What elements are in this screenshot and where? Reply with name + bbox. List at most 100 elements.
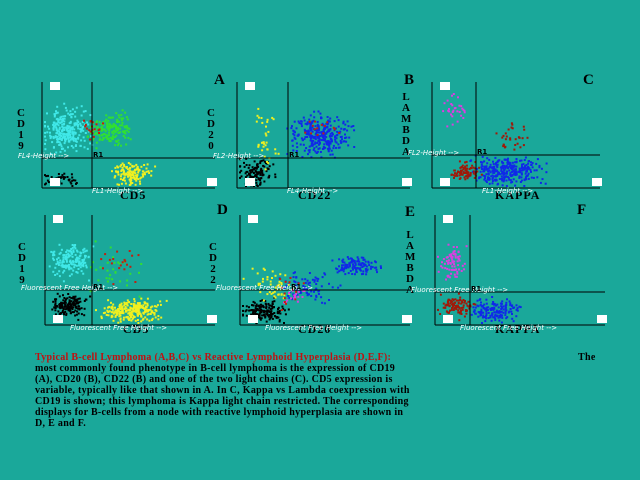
event-dot bbox=[476, 170, 479, 173]
event-dot bbox=[54, 300, 57, 303]
event-dot bbox=[118, 262, 121, 265]
event-dot bbox=[256, 164, 259, 167]
event-dot bbox=[49, 131, 51, 134]
event-dot bbox=[478, 177, 480, 180]
event-dot bbox=[344, 266, 347, 269]
event-dot bbox=[72, 295, 75, 298]
event-dot bbox=[307, 130, 310, 133]
event-dot bbox=[242, 309, 244, 312]
event-dot bbox=[165, 299, 168, 302]
event-dot bbox=[71, 132, 74, 135]
event-dot bbox=[44, 121, 46, 124]
event-dot bbox=[247, 166, 250, 169]
event-dot bbox=[545, 162, 548, 165]
event-dot bbox=[482, 314, 485, 317]
event-dot bbox=[355, 268, 358, 271]
event-dot bbox=[133, 306, 136, 309]
event-dot bbox=[66, 135, 69, 138]
event-dot bbox=[451, 300, 454, 303]
event-dot bbox=[95, 132, 98, 134]
event-dot bbox=[57, 173, 60, 175]
event-dot bbox=[281, 286, 283, 289]
event-dot bbox=[331, 286, 334, 289]
event-dot bbox=[296, 293, 299, 296]
event-dot bbox=[55, 112, 58, 115]
event-dot bbox=[254, 175, 257, 177]
event-dot bbox=[502, 161, 505, 164]
y-axis-label: CD19 bbox=[17, 107, 25, 152]
event-dot bbox=[505, 164, 508, 167]
event-dot bbox=[322, 124, 325, 127]
event-dot bbox=[322, 145, 325, 148]
event-dot bbox=[61, 261, 64, 264]
event-dot bbox=[56, 117, 59, 120]
event-dot bbox=[123, 301, 126, 304]
event-dot bbox=[129, 265, 132, 268]
event-dot bbox=[375, 268, 378, 271]
event-dot bbox=[277, 293, 280, 296]
event-dot bbox=[256, 313, 259, 316]
event-dot bbox=[485, 312, 488, 315]
event-dot bbox=[459, 312, 462, 315]
event-dot bbox=[155, 305, 158, 308]
event-dot bbox=[131, 164, 134, 167]
event-dot bbox=[119, 314, 122, 317]
event-dot bbox=[309, 114, 312, 117]
event-dot bbox=[362, 272, 365, 275]
event-dot bbox=[514, 144, 517, 146]
event-dot bbox=[508, 169, 511, 172]
event-dot bbox=[544, 182, 547, 185]
event-dot bbox=[280, 293, 283, 296]
event-dot bbox=[295, 290, 298, 293]
event-dot bbox=[63, 137, 66, 139]
event-dot bbox=[522, 163, 525, 166]
event-dot bbox=[527, 160, 530, 163]
event-dot bbox=[110, 316, 113, 319]
event-dot bbox=[321, 136, 324, 138]
event-dot bbox=[63, 117, 66, 120]
event-dot bbox=[278, 285, 281, 288]
event-dot bbox=[310, 156, 313, 159]
event-dot bbox=[334, 127, 337, 130]
event-dot bbox=[48, 265, 51, 268]
event-dot bbox=[112, 268, 115, 271]
event-dot bbox=[252, 172, 255, 174]
event-dot bbox=[137, 314, 139, 317]
event-dot bbox=[328, 120, 331, 123]
corner-marker bbox=[248, 215, 258, 223]
event-dot bbox=[362, 265, 365, 268]
event-dot bbox=[70, 303, 73, 306]
event-dot bbox=[322, 139, 325, 142]
event-dot bbox=[121, 121, 124, 124]
event-dot bbox=[523, 159, 526, 161]
event-dot bbox=[505, 185, 508, 187]
event-dot bbox=[136, 306, 139, 309]
event-dot bbox=[509, 304, 512, 307]
event-dot bbox=[281, 305, 284, 308]
event-dot bbox=[75, 182, 78, 184]
event-dot bbox=[494, 168, 497, 171]
event-dot bbox=[357, 263, 360, 266]
event-dot bbox=[135, 163, 138, 166]
y-axis-text: Fluorescent Free Height --> bbox=[216, 284, 314, 292]
event-dot bbox=[124, 126, 127, 129]
event-dot bbox=[151, 305, 154, 308]
event-dot bbox=[117, 261, 120, 264]
event-dot bbox=[82, 265, 85, 268]
event-dot bbox=[71, 302, 74, 305]
event-dot bbox=[263, 155, 266, 158]
event-dot bbox=[271, 305, 273, 308]
event-dot bbox=[108, 310, 111, 313]
event-dot bbox=[128, 127, 131, 130]
event-dot bbox=[260, 170, 263, 173]
event-dot bbox=[509, 302, 512, 305]
event-dot bbox=[79, 254, 82, 257]
event-dot bbox=[249, 171, 252, 174]
caption-line: variable, typically like that shown in A… bbox=[35, 385, 410, 396]
event-dot bbox=[310, 137, 313, 140]
event-dot bbox=[268, 318, 271, 321]
event-dot bbox=[472, 166, 475, 169]
event-dot bbox=[82, 262, 85, 265]
event-dot bbox=[296, 288, 299, 291]
event-dot bbox=[520, 173, 523, 176]
